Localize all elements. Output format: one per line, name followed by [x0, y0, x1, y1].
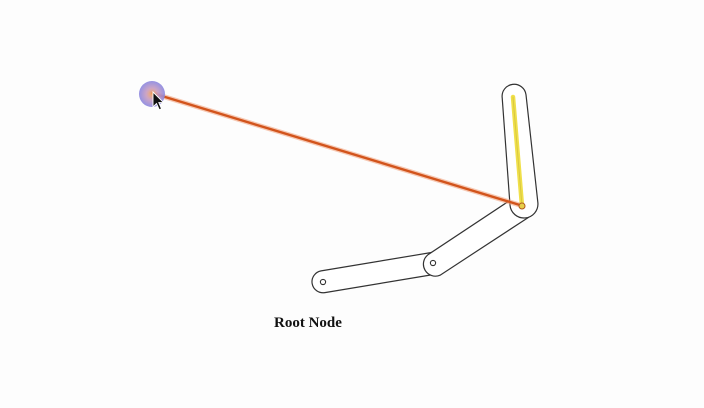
joint-middle[interactable]: [429, 259, 437, 267]
bone-end[interactable]: [501, 83, 539, 219]
ik-target-line: [149, 90, 526, 209]
joint-root[interactable]: [319, 278, 327, 286]
end-effector-joint[interactable]: [518, 202, 526, 210]
root-node-label: Root Node: [274, 315, 342, 331]
mouse-pointer-icon: [152, 90, 165, 111]
highlighted-bone-segment: [510, 94, 525, 209]
ik-target-handle-icon[interactable]: [139, 81, 165, 107]
